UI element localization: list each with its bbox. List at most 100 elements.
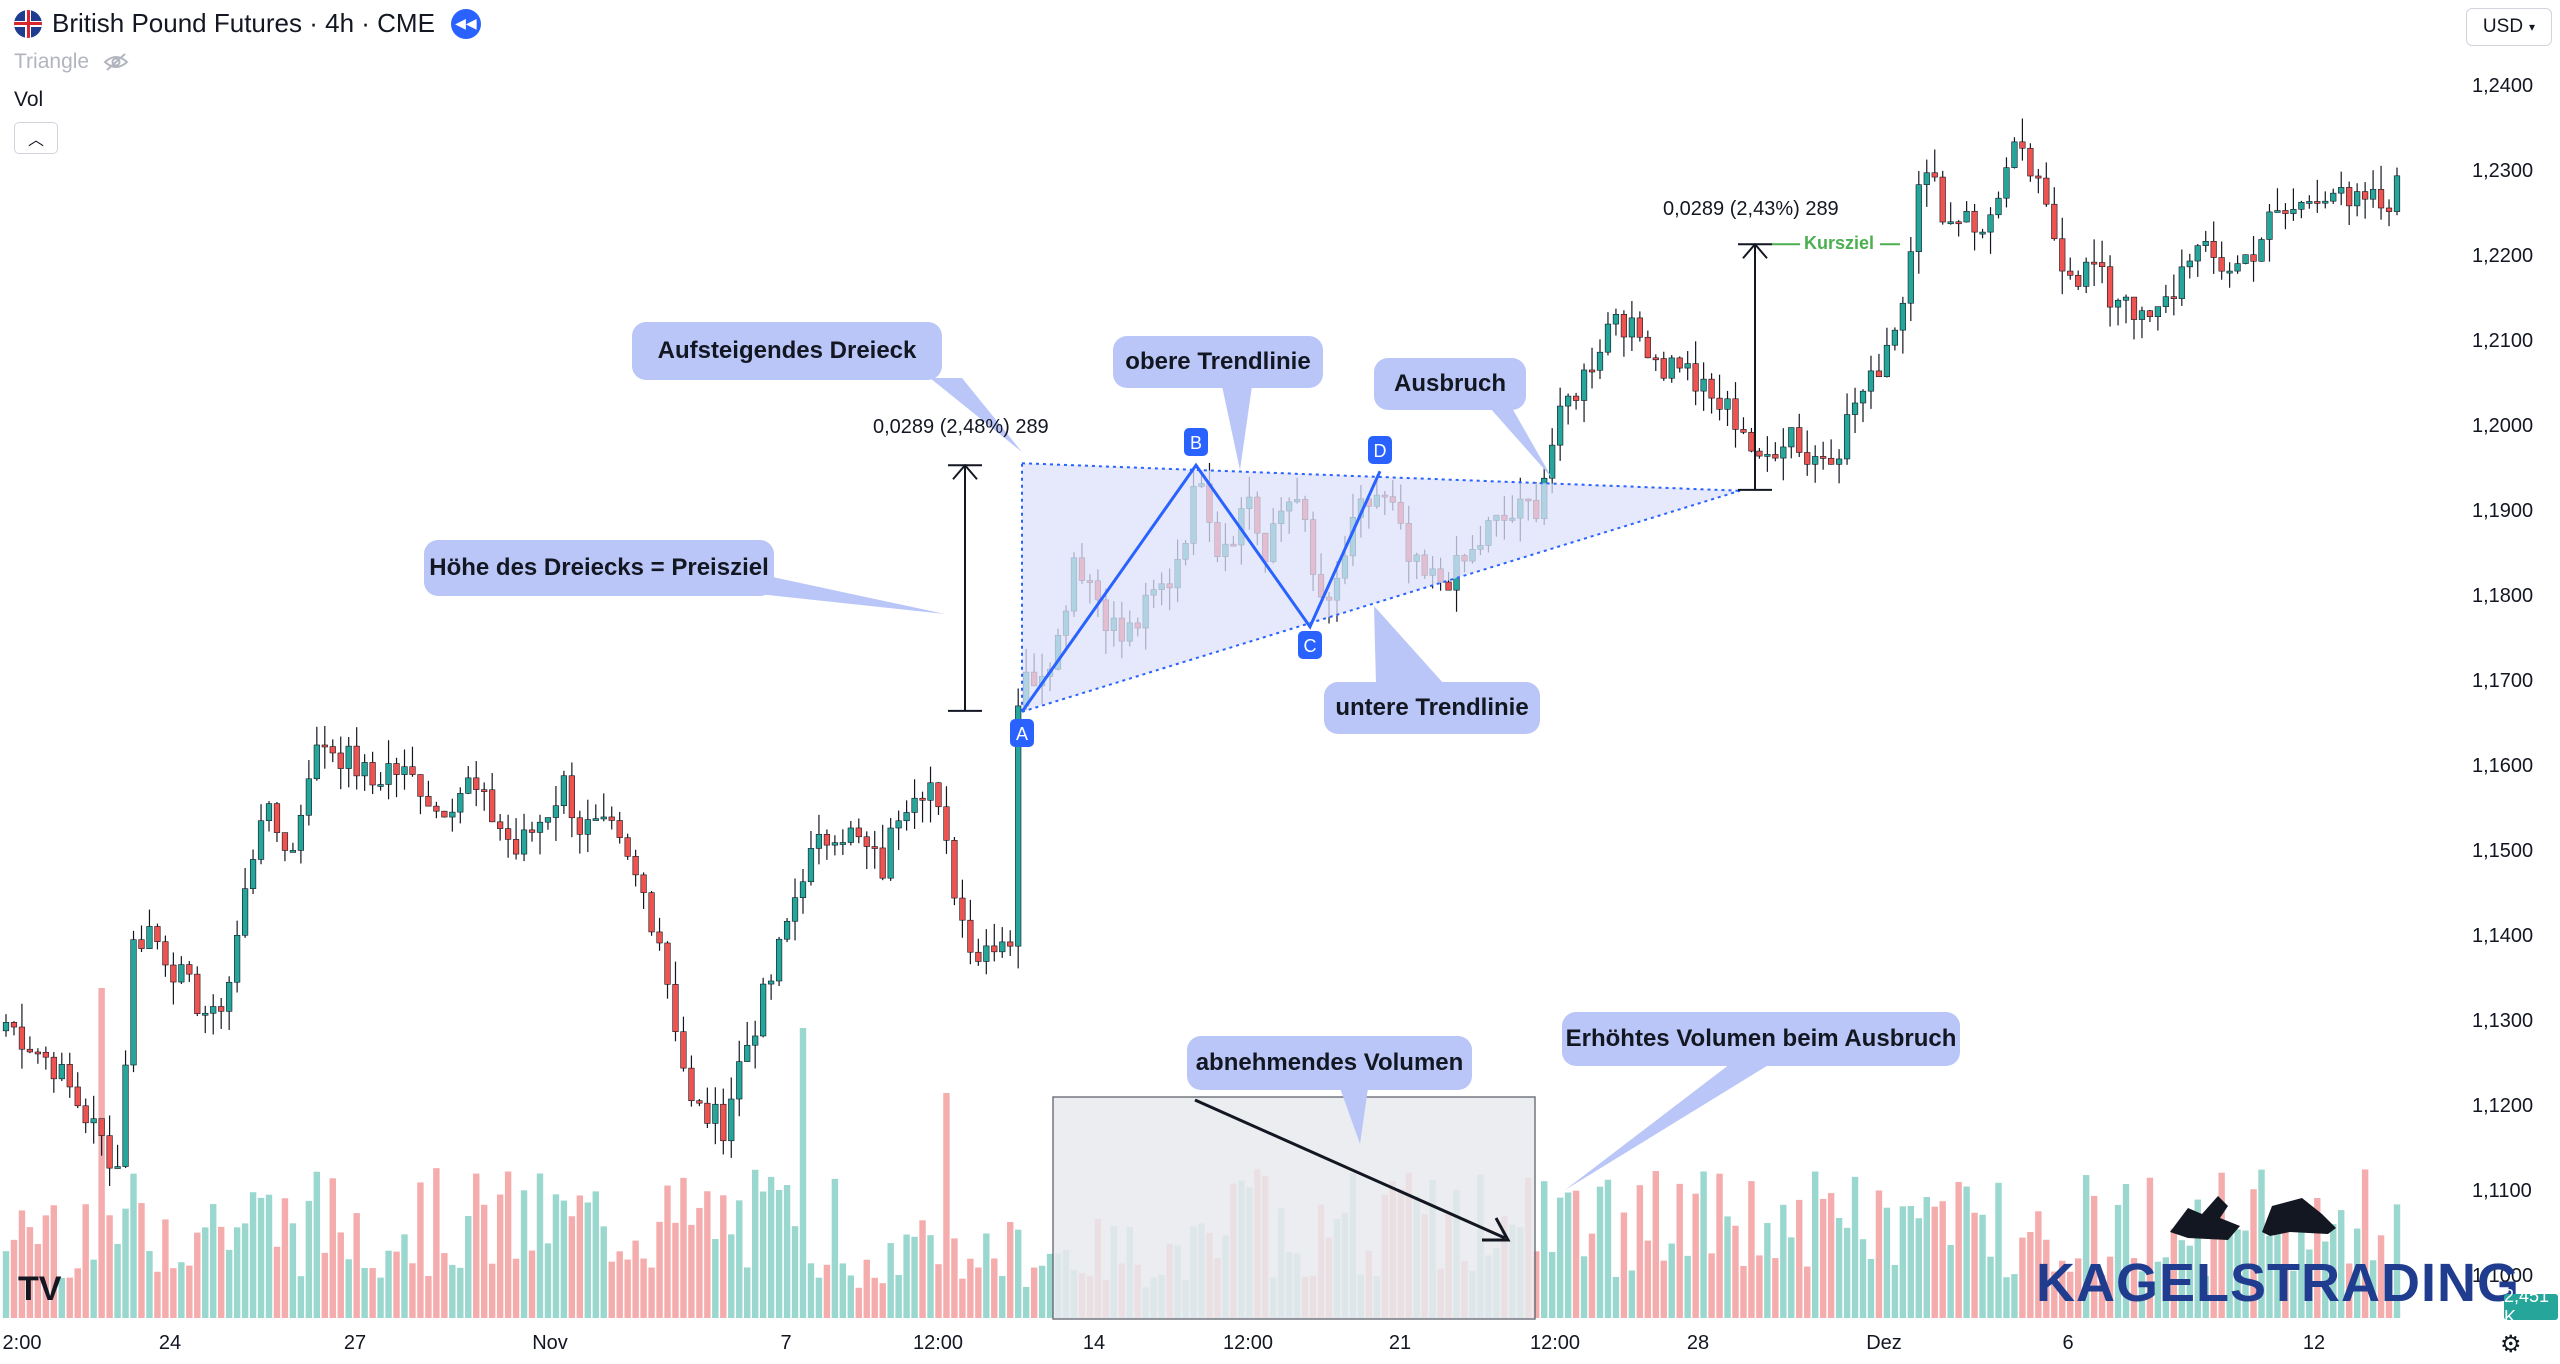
volume-bar [775, 1190, 783, 1318]
candle-body [441, 810, 448, 818]
volume-bar [1676, 1183, 1683, 1318]
volume-bar [704, 1191, 711, 1318]
candle-body [226, 981, 233, 1012]
volume-bar [2154, 1261, 2162, 1318]
candle-body [497, 821, 504, 829]
pointer-obere [1222, 386, 1252, 470]
candle-body [1708, 378, 1715, 399]
volume-bar [879, 1283, 886, 1318]
candle-body [1748, 431, 1755, 452]
candle-body [2154, 306, 2162, 317]
pointer-aufsteigendes [930, 378, 1022, 452]
candle-body [90, 1118, 97, 1124]
volume-bar [393, 1251, 400, 1318]
volume-bar [1748, 1181, 1755, 1318]
abcd-path [1020, 462, 1382, 713]
candle-body [831, 842, 838, 846]
volume-bar [2090, 1195, 2098, 1318]
volume-bar [1955, 1182, 1962, 1318]
candle-body [863, 836, 870, 847]
symbol-header[interactable]: British Pound Futures · 4h · CME ◀◀ [14, 8, 481, 39]
volume-bar [1931, 1206, 1938, 1318]
indicator-triangle-row[interactable]: Triangle [14, 50, 129, 74]
volume-bar [409, 1263, 416, 1318]
volume-bar [903, 1234, 910, 1318]
candle-body [712, 1103, 719, 1124]
volume-bar [1891, 1264, 1899, 1318]
volume-bar [1548, 1251, 1556, 1318]
volume-bar [1835, 1217, 1843, 1318]
volume-bar [1636, 1185, 1644, 1318]
brand-logo: KAGELSTRADING [2036, 1253, 2520, 1313]
candle-body [345, 745, 352, 769]
candle-body [672, 984, 679, 1032]
candle-body [1780, 446, 1787, 459]
callout-erhoehtes-volumen: Erhöhtes Volumen beim Ausbruch [1562, 1012, 1960, 1066]
candle-body [512, 839, 520, 855]
candle-body [967, 919, 974, 953]
candle-body [879, 847, 886, 879]
candle-body [1836, 458, 1843, 465]
callout-obere-trendlinie: obere Trendlinie [1113, 336, 1323, 388]
volume-bar [1819, 1198, 1827, 1318]
volume-bar [2345, 1263, 2353, 1318]
candle-body [2083, 261, 2090, 287]
volume-bar [712, 1238, 719, 1318]
candle-body [640, 874, 647, 893]
candle-body [106, 1135, 113, 1169]
volume-bar [194, 1232, 201, 1318]
volume-bar [608, 1261, 615, 1318]
volume-bar [2146, 1177, 2154, 1318]
volume-bar [241, 1223, 249, 1318]
candle-body [1891, 329, 1898, 346]
volume-bar [1867, 1259, 1875, 1318]
volume-bar [2114, 1204, 2122, 1318]
volume-bar [975, 1267, 982, 1318]
y-tick: 1,1500 [2472, 840, 2534, 862]
volume-bar [1987, 1256, 1994, 1318]
rewind-icon[interactable]: ◀◀ [450, 8, 481, 39]
x-tick: 27 [343, 1332, 367, 1354]
volume-bar [1883, 1207, 1891, 1318]
volume-bar [1772, 1258, 1779, 1318]
candle-body [1580, 369, 1588, 401]
volume-bar [1604, 1179, 1612, 1318]
candle-body [1015, 705, 1022, 947]
point-marker [1184, 428, 1208, 456]
collapse-indicators-button[interactable]: ︿ [14, 122, 58, 154]
candle-body [2282, 210, 2289, 214]
volume-bar [2122, 1183, 2130, 1318]
candle-body [2266, 211, 2273, 240]
volume-bar [449, 1264, 456, 1318]
candle-body [600, 816, 607, 820]
indicator-vol-label[interactable]: Vol [14, 88, 44, 111]
pointer-abnehmend [1340, 1088, 1368, 1144]
point-marker [1298, 631, 1322, 659]
candle-body [728, 1098, 735, 1142]
volume-bar [257, 1197, 265, 1318]
gear-icon[interactable]: ⚙ [2500, 1331, 2522, 1358]
volume-bar [672, 1222, 679, 1318]
candle-body [616, 820, 623, 838]
volume-bar [528, 1250, 536, 1318]
currency-select[interactable]: USD ▾ [2466, 8, 2552, 46]
volume-bar [488, 1263, 496, 1318]
callout-untere-trendlinie: untere Trendlinie [1324, 682, 1540, 734]
eye-off-icon[interactable] [103, 52, 129, 72]
tradingview-logo[interactable]: TV [18, 1270, 62, 1308]
candle-body [2, 1022, 10, 1032]
pointer-ausbruch [1490, 408, 1552, 478]
volume-bar [2242, 1230, 2249, 1318]
volume-bar [1963, 1186, 1970, 1318]
volume-bar [2011, 1274, 2018, 1318]
volume-bar [759, 1191, 767, 1318]
volume-bar [2306, 1249, 2313, 1318]
candle-body [2011, 141, 2018, 168]
volume-bar [1979, 1214, 1986, 1318]
y-tick: 1,1200 [2472, 1095, 2534, 1117]
candle-body [401, 766, 408, 775]
volume-bar [951, 1238, 958, 1318]
x-tick: 28 [1686, 1332, 1710, 1354]
volume-bar [1875, 1190, 1883, 1318]
